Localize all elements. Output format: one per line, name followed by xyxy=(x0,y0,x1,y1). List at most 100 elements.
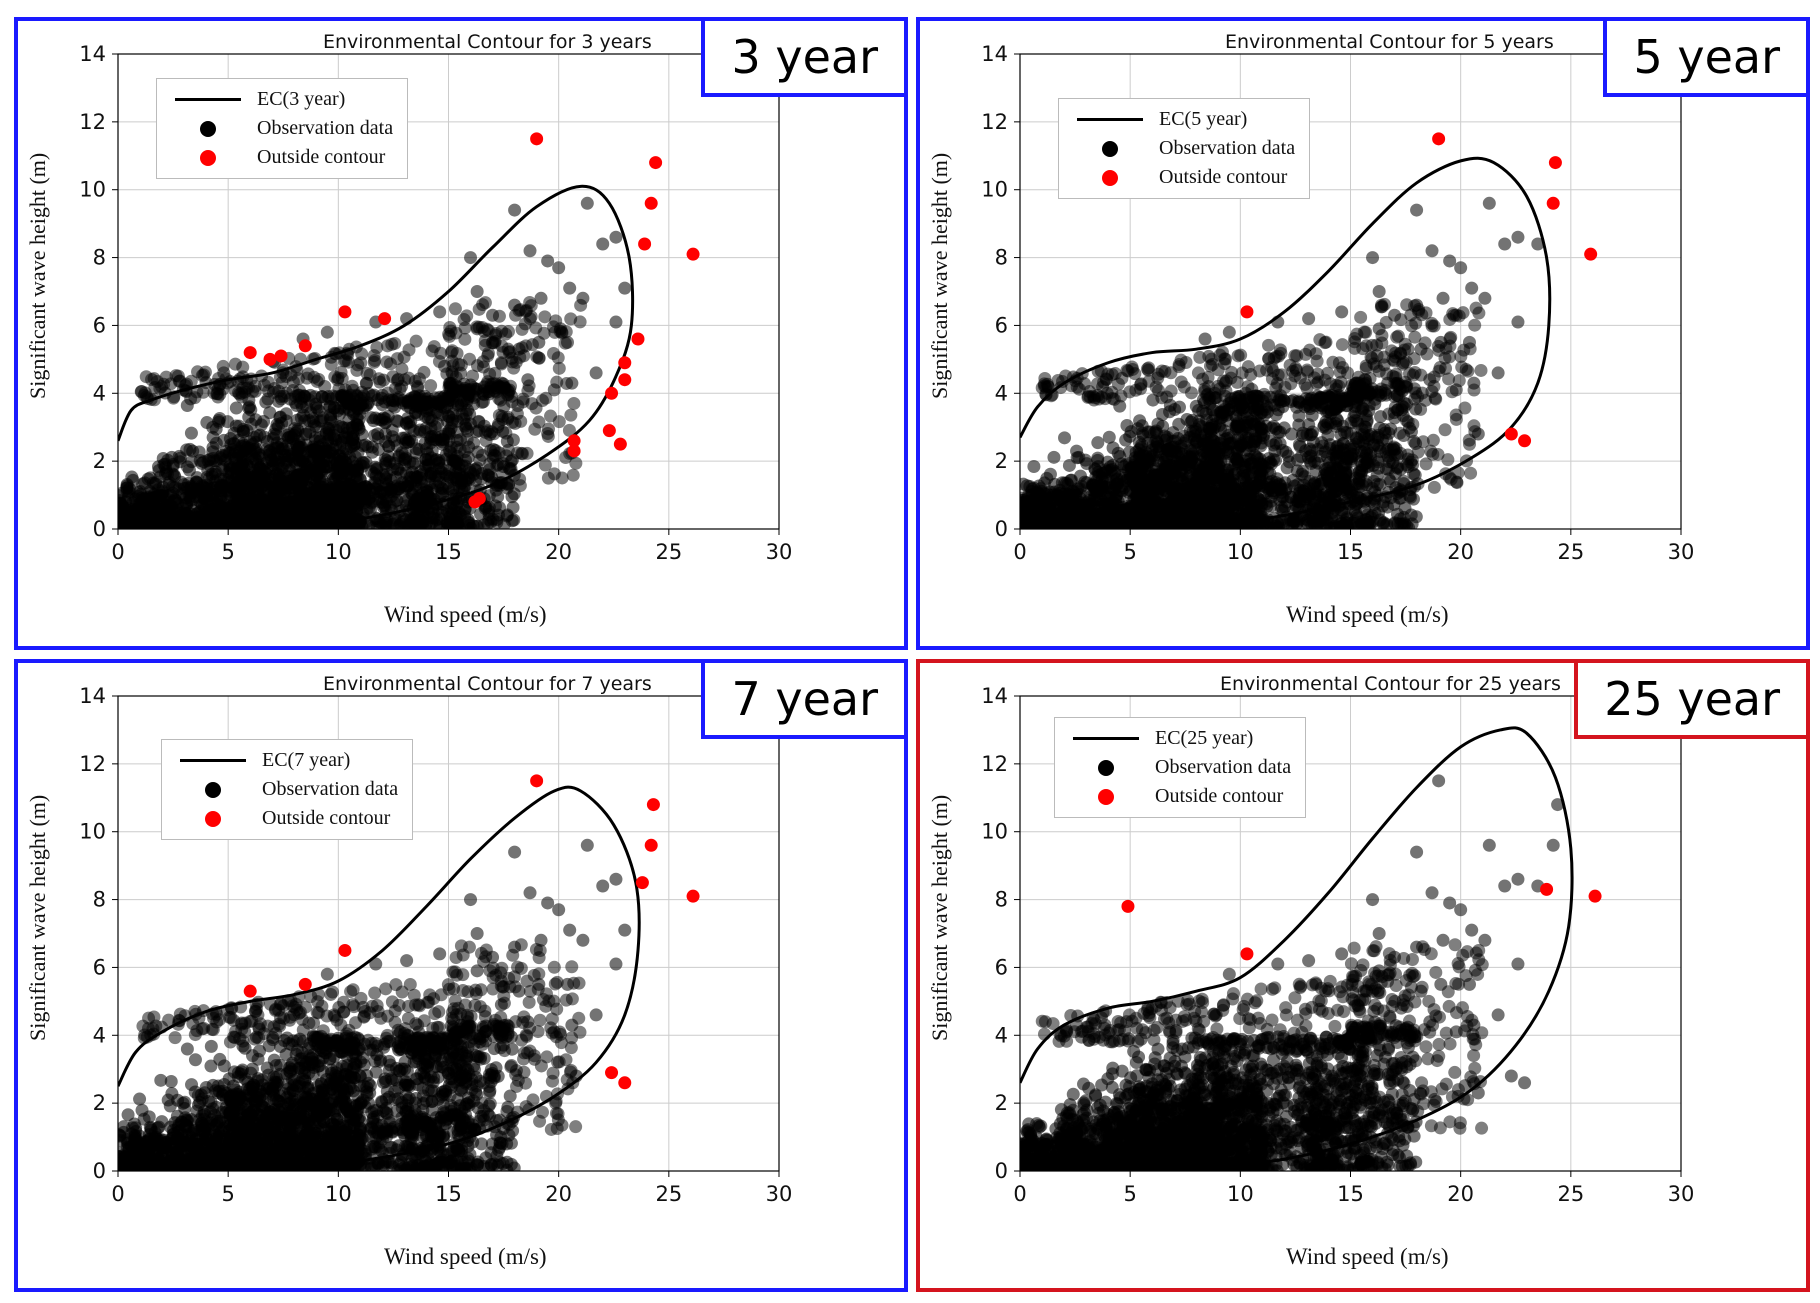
observation-point xyxy=(461,513,475,527)
observation-point xyxy=(1047,450,1061,464)
observation-point xyxy=(538,310,552,324)
y-tick-label: 12 xyxy=(981,110,1008,134)
observation-point xyxy=(191,516,205,529)
observation-point xyxy=(1027,459,1041,473)
outside-point xyxy=(298,339,312,353)
y-tick-label: 14 xyxy=(981,42,1008,66)
observation-point xyxy=(350,504,364,518)
y-tick-label: 10 xyxy=(79,178,106,202)
observation-point xyxy=(369,411,383,425)
observation-point xyxy=(379,472,393,486)
observation-point xyxy=(409,334,423,348)
outside-point xyxy=(274,349,288,363)
observation-point xyxy=(396,431,410,445)
observation-point xyxy=(195,369,209,383)
observation-point xyxy=(254,418,268,432)
observation-point xyxy=(261,384,275,398)
observation-point xyxy=(330,456,344,470)
observation-point xyxy=(455,459,469,473)
observation-point xyxy=(135,385,149,399)
observation-point xyxy=(532,335,546,349)
observation-point xyxy=(294,500,308,514)
outside-point xyxy=(613,437,627,451)
observation-point xyxy=(285,481,299,495)
x-tick-label: 0 xyxy=(111,540,124,564)
observation-point xyxy=(367,355,381,369)
observation-point xyxy=(136,515,150,529)
observation-point xyxy=(433,305,447,319)
outside-point xyxy=(602,424,616,438)
observation-point xyxy=(191,483,205,497)
y-tick-label: 0 xyxy=(995,517,1008,541)
outside-point xyxy=(243,346,257,360)
observation-point xyxy=(206,430,220,444)
observation-point xyxy=(243,400,257,414)
observation-point xyxy=(446,481,460,495)
observation-point xyxy=(215,479,229,493)
observation-point xyxy=(523,244,537,258)
observation-point xyxy=(508,298,522,312)
observation-point xyxy=(269,511,283,525)
y-tick-label: 4 xyxy=(995,381,1008,405)
outside-point xyxy=(618,356,632,370)
y-tick-label: 14 xyxy=(79,42,106,66)
observation-point xyxy=(453,443,467,457)
observation-point xyxy=(444,381,458,395)
observation-point xyxy=(492,392,506,406)
observation-point xyxy=(435,437,449,451)
observation-point xyxy=(312,503,326,517)
observation-point xyxy=(175,488,189,502)
observation-point xyxy=(513,472,527,486)
observation-point xyxy=(432,355,446,369)
observation-point xyxy=(156,519,170,529)
observation-point xyxy=(371,393,385,407)
observation-point xyxy=(337,388,351,402)
observation-point xyxy=(532,415,546,429)
observation-point xyxy=(609,230,623,244)
observation-point xyxy=(444,324,458,338)
observation-point xyxy=(496,457,510,471)
observation-point xyxy=(185,493,199,507)
observation-point xyxy=(1062,458,1076,472)
dot-swatch xyxy=(200,149,216,166)
observation-point xyxy=(221,415,235,429)
observation-point xyxy=(248,384,262,398)
x-tick-label: 25 xyxy=(655,540,682,564)
observation-point xyxy=(372,515,386,529)
observation-point xyxy=(421,488,435,502)
observation-point xyxy=(497,380,511,393)
observation-point xyxy=(381,409,395,423)
legend-item-observation: Observation data xyxy=(173,114,393,143)
observation-point xyxy=(538,458,552,472)
observation-point xyxy=(172,374,186,388)
observation-point xyxy=(552,361,566,375)
observation-point xyxy=(494,356,508,370)
observation-point xyxy=(555,471,569,485)
observation-point xyxy=(1102,430,1116,444)
x-tick-label: 15 xyxy=(1337,540,1364,564)
observation-point xyxy=(486,512,500,526)
line-swatch xyxy=(175,98,241,101)
observation-point xyxy=(141,472,155,486)
observation-point xyxy=(541,471,555,485)
observation-point xyxy=(305,487,319,501)
observation-point xyxy=(431,395,445,409)
observation-point xyxy=(242,410,256,424)
observation-point xyxy=(486,308,500,322)
panel-5-year: 0 5 10 15 20 25 30 0 2 4 6 8 10 12 14 Environmental Co… xyxy=(916,17,1810,650)
y-tick-label: 6 xyxy=(93,313,106,337)
x-tick-label: 0 xyxy=(1013,540,1026,564)
observation-point xyxy=(355,347,369,361)
outside-point xyxy=(649,156,663,170)
observation-point xyxy=(499,426,513,440)
observation-point xyxy=(499,327,513,341)
observation-point xyxy=(236,501,250,515)
observation-point xyxy=(495,339,509,353)
observation-point xyxy=(360,502,374,516)
observation-point xyxy=(168,515,182,529)
observation-point xyxy=(397,512,411,526)
y-tick-label: 2 xyxy=(93,449,106,473)
observation-point xyxy=(467,397,481,411)
